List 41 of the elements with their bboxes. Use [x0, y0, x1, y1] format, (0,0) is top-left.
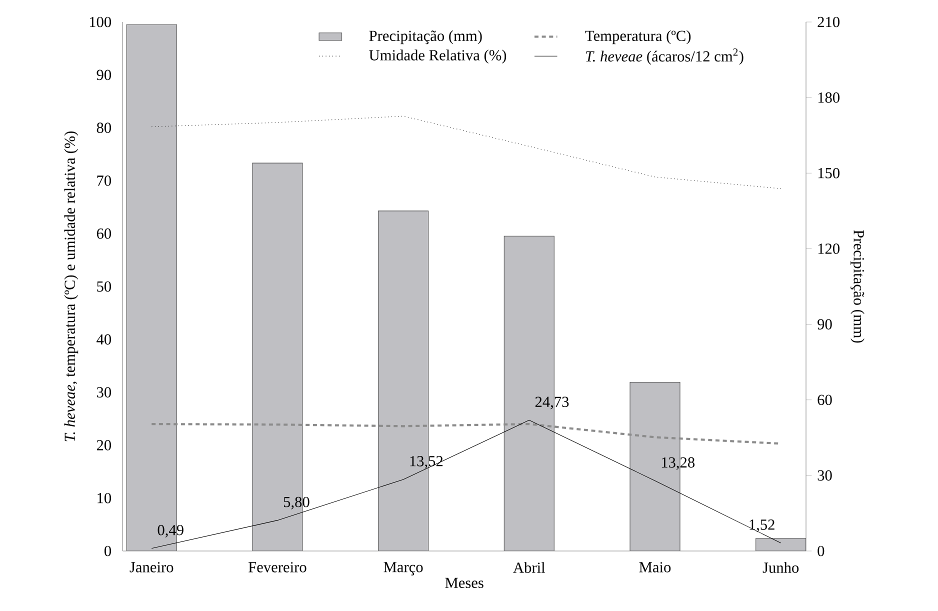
y2-tick-label: 90 — [818, 319, 832, 330]
x-tick-label: Junho — [762, 562, 799, 573]
y2-tick-label: 150 — [818, 168, 840, 178]
bar — [756, 538, 806, 551]
y2-tick-label: 210 — [818, 16, 840, 28]
data-label: 13,52 — [410, 456, 443, 469]
y-axis-title: T. heveae, temperatura (ºC) e umidade relativa (%) — [64, 131, 78, 442]
y-tick-label: 100 — [90, 16, 112, 28]
y-tick-label: 90 — [96, 70, 112, 80]
line-series — [151, 116, 782, 189]
y-tick-label: 30 — [97, 387, 112, 398]
y-tick-label: 40 — [96, 334, 112, 345]
x-axis-title: Meses — [445, 578, 484, 588]
y2-tick-label: 120 — [818, 244, 840, 254]
data-label: 13,28 — [662, 457, 695, 470]
legend-label: Temperatura (ºC) — [585, 30, 691, 44]
y-tick-label: 20 — [96, 440, 112, 450]
data-label: 0,49 — [158, 524, 184, 538]
x-tick-label: Maio — [639, 562, 671, 572]
y-tick-label: 10 — [98, 492, 112, 504]
x-tick-label: Março — [384, 562, 423, 576]
x-tick-label: Fevereiro — [248, 562, 306, 572]
x-tick-label: Janeiro — [130, 562, 174, 572]
y2-tick-label: 180 — [818, 92, 840, 103]
data-label: 1,52 — [750, 520, 774, 532]
y-tick-label: 60 — [96, 228, 112, 239]
legend-label: T. heveae (ácaros/12 cm$^{2}$) — [586, 48, 744, 65]
x-tick-label: Abril — [513, 562, 546, 573]
y-tick-label: 80 — [96, 122, 112, 133]
y-tick-label: 70 — [97, 176, 112, 186]
y2-tick-label: 60 — [818, 394, 832, 406]
y2-tick-label: 0 — [818, 546, 824, 556]
y-tick-label: 50 — [97, 281, 112, 292]
y-tick-label: 0 — [104, 546, 112, 556]
y2-tick-label: 30 — [818, 470, 832, 481]
y2-axis-title: Precipitação (mm) — [850, 230, 864, 343]
line-series — [151, 420, 782, 549]
legend-label: Umidade Relativa (%) — [369, 50, 506, 64]
data-label: 5,80 — [284, 496, 310, 510]
legend-label: Precipitação (mm) — [369, 30, 482, 44]
data-label: 24,73 — [535, 396, 569, 410]
